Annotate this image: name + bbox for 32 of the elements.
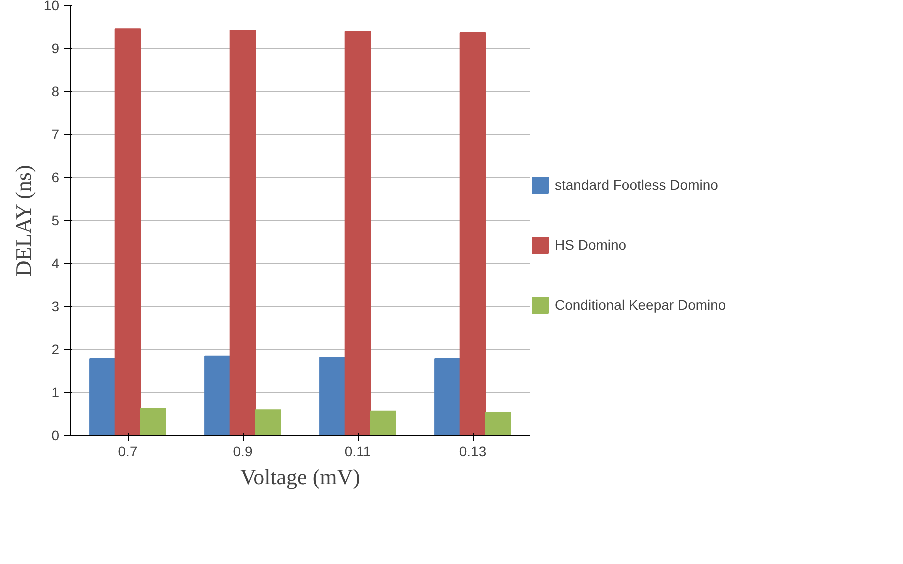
y-tick-label: 5 xyxy=(52,212,60,228)
y-tick-label: 7 xyxy=(52,126,60,142)
bar xyxy=(90,358,116,436)
bar xyxy=(255,410,282,436)
y-axis-title: DELAY (ns) xyxy=(10,165,36,277)
y-tick-label: 9 xyxy=(52,40,60,56)
legend-label: standard Footless Domino xyxy=(555,177,718,193)
x-tick-label: 0.7 xyxy=(118,444,138,460)
bar xyxy=(320,357,346,436)
bar xyxy=(485,412,512,436)
x-tick-label: 0.9 xyxy=(233,444,253,460)
x-tick-label: 0.11 xyxy=(344,444,372,460)
y-tick-label: 3 xyxy=(52,298,60,314)
bar xyxy=(114,28,142,436)
y-tick-label: 6 xyxy=(52,170,60,186)
y-tick-label: 0 xyxy=(52,428,60,444)
y-tick-label: 8 xyxy=(52,84,60,100)
x-axis-title: Voltage (mV) xyxy=(240,464,360,490)
bar xyxy=(460,32,486,436)
legend-label: Conditional Keepar Domino xyxy=(555,297,726,313)
y-tick-label: 10 xyxy=(44,0,60,14)
x-tick-label: 0.13 xyxy=(459,444,487,460)
bar xyxy=(434,358,461,436)
bar xyxy=(344,31,372,436)
y-tick-label: 2 xyxy=(52,342,60,358)
legend-label: HS Domino xyxy=(555,237,627,253)
y-tick-label: 1 xyxy=(52,384,60,400)
bar xyxy=(370,410,396,436)
bar xyxy=(204,356,231,436)
bar xyxy=(230,30,256,436)
bar xyxy=(140,408,166,436)
y-tick-label: 4 xyxy=(52,256,60,272)
